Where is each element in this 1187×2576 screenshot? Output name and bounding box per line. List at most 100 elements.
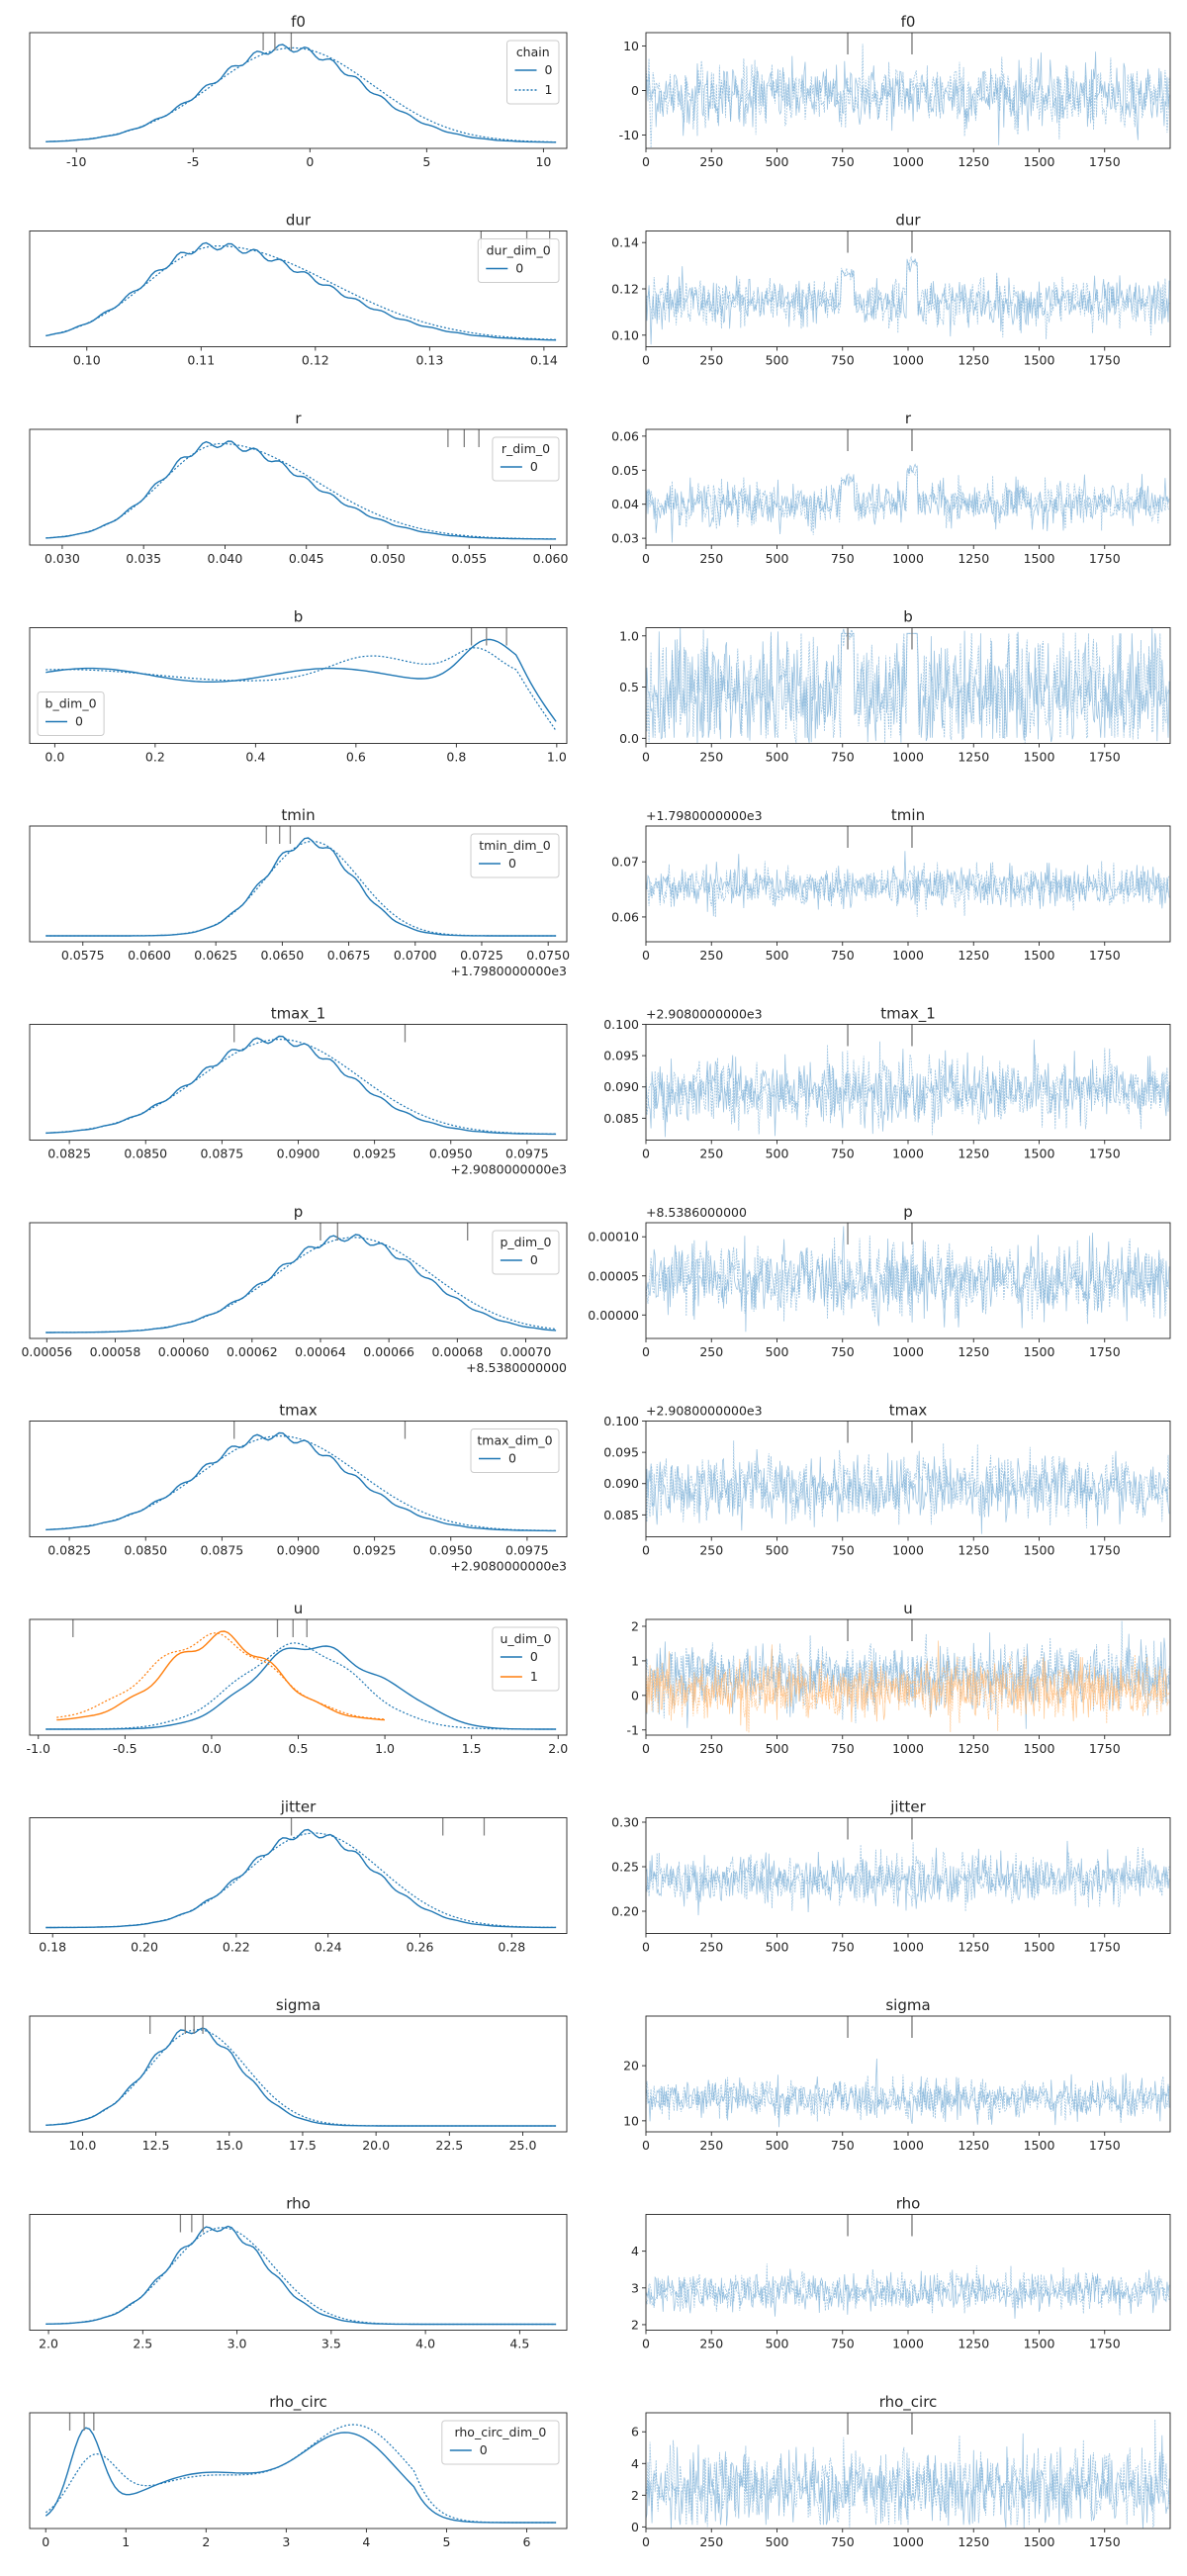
trace-xtick-label-0: 0 (642, 948, 650, 963)
trace-ytick-label-2: 10 (623, 39, 639, 53)
density-xtick-label-1: 0.11 (187, 353, 215, 368)
trace-line-chain-0 (645, 2058, 1170, 2128)
density-xtick-label-3: 0.5 (289, 1741, 309, 1756)
density-frame (29, 1618, 568, 1736)
trace-ytick-label-2: 1.0 (619, 628, 639, 643)
trace-xtick-label-5: 1250 (958, 750, 989, 765)
trace-panel-tmax: tmax +2.9080000000e3 0 250 500 750 1000 1250 150… (603, 1402, 1171, 1558)
density-frame (29, 2412, 568, 2530)
trace-ytick-label-2: 1 (631, 1653, 639, 1668)
trace-frame (645, 1024, 1171, 1141)
trace-xtick-label-0: 0 (642, 750, 650, 765)
density-panel-u: u -1.0 -0.5 0.0 0.5 1.0 1.5 2.0 u_dim_0 0 1 (27, 1600, 569, 1756)
density-xtick-label-0: 0.0825 (47, 1147, 91, 1161)
density-line-chain-0 (46, 440, 557, 540)
trace-xtick-label-5: 1250 (958, 2534, 989, 2549)
trace-xtick-label-5: 1250 (958, 1543, 989, 1558)
trace-xtick-label-5: 1250 (958, 353, 989, 368)
density-frame (29, 32, 568, 149)
density-line-chain-1 (46, 1832, 557, 1929)
trace-xtick-label-2: 500 (766, 1741, 789, 1756)
trace-xtick-label-7: 1750 (1089, 2138, 1121, 2153)
trace-xtick-label-1: 250 (699, 1147, 723, 1161)
trace-ytick-label-2: 0.05 (611, 463, 639, 478)
trace-xtick-label-5: 1250 (958, 2337, 989, 2351)
density-xtick-label-1: 0.20 (131, 1940, 158, 1955)
trace-ytick-label-0: 0.20 (611, 1904, 639, 1919)
trace-ytick-label-3: 0.100 (603, 1414, 639, 1428)
density-offset-label: +8.5380000000 (466, 1360, 567, 1375)
trace-xtick-label-4: 1000 (892, 750, 924, 765)
density-xtick-label-3: 0.045 (289, 551, 324, 566)
trace-ytick-label-0: 0.00000 (588, 1308, 639, 1323)
trace-xtick-label-3: 750 (831, 1344, 855, 1359)
legend-box (37, 691, 105, 736)
density-panel-jitter: jitter 0.18 0.20 0.22 0.24 0.26 0.28 (29, 1798, 568, 1955)
legend-title: tmax_dim_0 (477, 1433, 552, 1448)
trace-xtick-label-5: 1250 (958, 1344, 989, 1359)
trace-xtick-label-3: 750 (831, 1940, 855, 1955)
trace-xtick-label-6: 1500 (1024, 154, 1055, 169)
density-xtick-label-3: 0.00062 (227, 1344, 278, 1359)
density-xtick-label-3: 3.5 (321, 2337, 341, 2351)
density-xtick-label-3: 3 (282, 2534, 290, 2549)
density-xtick-label-4: 0.0925 (353, 1543, 397, 1558)
trace-ytick-label-0: 2 (631, 2317, 639, 2332)
trace-title-jitter: jitter (889, 1798, 926, 1816)
trace-xtick-label-2: 500 (766, 2534, 789, 2549)
trace-xtick-label-1: 250 (699, 1741, 723, 1756)
density-panel-sigma: sigma 10.0 12.5 15.0 17.5 20.0 22.5 25.0 (29, 1996, 568, 2153)
density-xtick-label-0: 0.0 (45, 750, 64, 765)
density-xtick-label-2: 0 (306, 154, 314, 169)
density-panel-r: r 0.030 0.035 0.040 0.045 0.050 0.055 0.060 r_di… (29, 410, 569, 566)
legend-b: b_dim_0 0 (37, 691, 105, 736)
density-line-chain-0 (46, 1645, 557, 1730)
density-xtick-label-0: 0.10 (73, 353, 101, 368)
trace-xtick-label-1: 250 (699, 154, 723, 169)
row-rho_circ: rho_circ 0 1 2 3 4 5 6 rho_circ_dim_0 0 rho_circ 0 2… (29, 2393, 1171, 2549)
density-xtick-label-2: 3.0 (228, 2337, 247, 2351)
trace-xtick-label-0: 0 (642, 1344, 650, 1359)
trace-xtick-label-7: 1750 (1089, 2534, 1121, 2549)
density-line-chain-1 (46, 840, 557, 937)
legend-entry-0: 0 (530, 459, 538, 474)
trace-xtick-label-6: 1500 (1024, 1543, 1055, 1558)
trace-xtick-label-3: 750 (831, 1147, 855, 1161)
density-xtick-label-3: 0.13 (415, 353, 443, 368)
density-title-b: b (294, 608, 304, 626)
density-xtick-label-2: 2 (202, 2534, 210, 2549)
density-xtick-label-7: 0.00070 (501, 1344, 552, 1359)
trace-frame (645, 2015, 1171, 2133)
trace-xtick-label-7: 1750 (1089, 2337, 1121, 2351)
trace-frame (645, 230, 1171, 347)
trace-xtick-label-5: 1250 (958, 1741, 989, 1756)
row-rho: rho 2.0 2.5 3.0 3.5 4.0 4.5 rho 0 250 500 750 1000 12… (29, 2195, 1171, 2351)
density-line-chain-1 (46, 647, 557, 732)
density-line-chain-0 (45, 2427, 557, 2524)
density-xtick-label-5: 0.055 (451, 551, 487, 566)
density-xtick-label-5: 22.5 (435, 2138, 463, 2153)
trace-xtick-label-1: 250 (699, 353, 723, 368)
density-xtick-label-6: 0.060 (533, 551, 569, 566)
density-xtick-label-4: 0.14 (530, 353, 558, 368)
trace-ytick-label-1: 0.07 (611, 855, 639, 870)
trace-xtick-label-6: 1500 (1024, 750, 1055, 765)
legend-entry-1: 1 (530, 1669, 538, 1684)
legend-entry-0: 0 (75, 714, 83, 729)
trace-ytick-label-0: 0.085 (603, 1508, 639, 1522)
trace-line-chain-1 (645, 1041, 1170, 1136)
trace-offset-label: +8.5386000000 (646, 1205, 747, 1220)
trace-ytick-label-0: 0.0 (619, 731, 639, 746)
trace-xtick-label-1: 250 (699, 2138, 723, 2153)
density-xtick-label-2: 0.22 (223, 1940, 250, 1955)
row-jitter: jitter 0.18 0.20 0.22 0.24 0.26 0.28 jitter 0 250… (29, 1798, 1171, 1955)
trace-panel-b: b 0 250 500 750 1000 1250 1500 1750 0.0 0.5 1.0 (619, 608, 1171, 765)
trace-xtick-label-2: 500 (766, 1344, 789, 1359)
density-xtick-label-0: -1.0 (27, 1741, 50, 1756)
density-xtick-label-5: 4.5 (509, 2337, 529, 2351)
density-xtick-label-3: 0.24 (315, 1940, 342, 1955)
density-xtick-label-2: 0.0 (202, 1741, 222, 1756)
trace-line-chain-1 (645, 1842, 1170, 1912)
density-xtick-label-2: 0.0875 (200, 1543, 243, 1558)
